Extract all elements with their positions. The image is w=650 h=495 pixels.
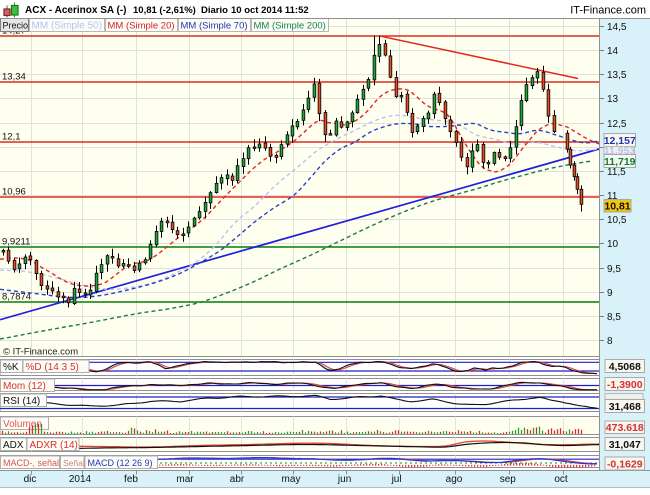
svg-text:10 oct 2014 11:52: 10 oct 2014 11:52 bbox=[231, 5, 309, 16]
svg-text:MACD (12 26 9): MACD (12 26 9) bbox=[88, 458, 153, 468]
svg-text:feb: feb bbox=[124, 474, 138, 485]
svg-text:Señal: Señal bbox=[63, 458, 85, 468]
svg-text:ADX: ADX bbox=[3, 440, 24, 451]
svg-text:31,468: 31,468 bbox=[609, 401, 641, 413]
svg-text:MM (Simple 50): MM (Simple 50) bbox=[32, 20, 103, 31]
svg-text:MM (Simple 70): MM (Simple 70) bbox=[181, 20, 248, 31]
svg-text:dic: dic bbox=[24, 474, 37, 485]
svg-text:473.618: 473.618 bbox=[606, 422, 644, 434]
svg-text:8,5: 8,5 bbox=[607, 312, 621, 323]
svg-text:10,81 (-2,61%): 10,81 (-2,61%) bbox=[133, 5, 196, 16]
svg-text:11,719: 11,719 bbox=[604, 156, 636, 168]
svg-text:IT-Finance.com: IT-Finance.com bbox=[570, 5, 646, 17]
svg-text:13: 13 bbox=[607, 94, 619, 105]
svg-text:31,047: 31,047 bbox=[609, 439, 641, 451]
svg-text:4,5068: 4,5068 bbox=[609, 361, 641, 373]
svg-text:may: may bbox=[282, 474, 301, 485]
svg-text:8,7874: 8,7874 bbox=[2, 292, 31, 303]
svg-text:RSI (14): RSI (14) bbox=[3, 396, 40, 407]
svg-text:10,96: 10,96 bbox=[2, 187, 26, 198]
svg-text:MACD-, señal: MACD-, señal bbox=[3, 458, 59, 468]
svg-text:Diario: Diario bbox=[201, 5, 228, 16]
svg-text:Mom (12): Mom (12) bbox=[3, 381, 46, 392]
svg-text:-0,1629: -0,1629 bbox=[607, 458, 643, 470]
svg-text:8: 8 bbox=[607, 336, 613, 347]
svg-text:11: 11 bbox=[607, 191, 618, 202]
svg-text:ago: ago bbox=[446, 474, 463, 485]
svg-text:12,157: 12,157 bbox=[604, 135, 636, 147]
svg-text:9,9211: 9,9211 bbox=[2, 237, 30, 248]
svg-text:13,5: 13,5 bbox=[607, 70, 627, 81]
svg-text:12,5: 12,5 bbox=[607, 119, 627, 130]
svg-text:MM (Simple 20): MM (Simple 20) bbox=[108, 20, 175, 31]
svg-text:MM (Simple 200): MM (Simple 200) bbox=[254, 20, 326, 31]
svg-text:2014: 2014 bbox=[69, 474, 92, 485]
svg-text:11,5: 11,5 bbox=[607, 167, 626, 178]
svg-text:sep: sep bbox=[500, 474, 517, 485]
svg-text:-1,3900: -1,3900 bbox=[607, 379, 643, 391]
svg-text:13,34: 13,34 bbox=[2, 72, 26, 83]
svg-text:jun: jun bbox=[337, 474, 351, 485]
svg-text:© IT-Finance.com: © IT-Finance.com bbox=[3, 347, 78, 358]
svg-text:14,5: 14,5 bbox=[607, 22, 627, 33]
svg-text:ACX - Acerinox SA (-): ACX - Acerinox SA (-) bbox=[25, 5, 127, 16]
svg-text:14: 14 bbox=[607, 46, 619, 57]
svg-text:oct: oct bbox=[554, 474, 568, 485]
svg-text:9: 9 bbox=[607, 288, 613, 299]
svg-text:12,1: 12,1 bbox=[2, 131, 21, 142]
svg-text:mar: mar bbox=[176, 474, 194, 485]
svg-text:9,5: 9,5 bbox=[607, 264, 621, 275]
svg-text:jul: jul bbox=[391, 474, 402, 485]
svg-text:10,5: 10,5 bbox=[607, 215, 627, 226]
svg-text:%D (14 3 5): %D (14 3 5) bbox=[26, 362, 79, 373]
svg-text:abr: abr bbox=[230, 474, 245, 485]
svg-text:10: 10 bbox=[607, 239, 619, 250]
svg-text:Precio: Precio bbox=[3, 20, 29, 30]
svg-text:Volumen: Volumen bbox=[3, 419, 42, 430]
svg-text:10,81: 10,81 bbox=[604, 201, 630, 213]
svg-text:%K: %K bbox=[3, 362, 19, 373]
svg-text:ADXR (14): ADXR (14) bbox=[30, 440, 78, 451]
